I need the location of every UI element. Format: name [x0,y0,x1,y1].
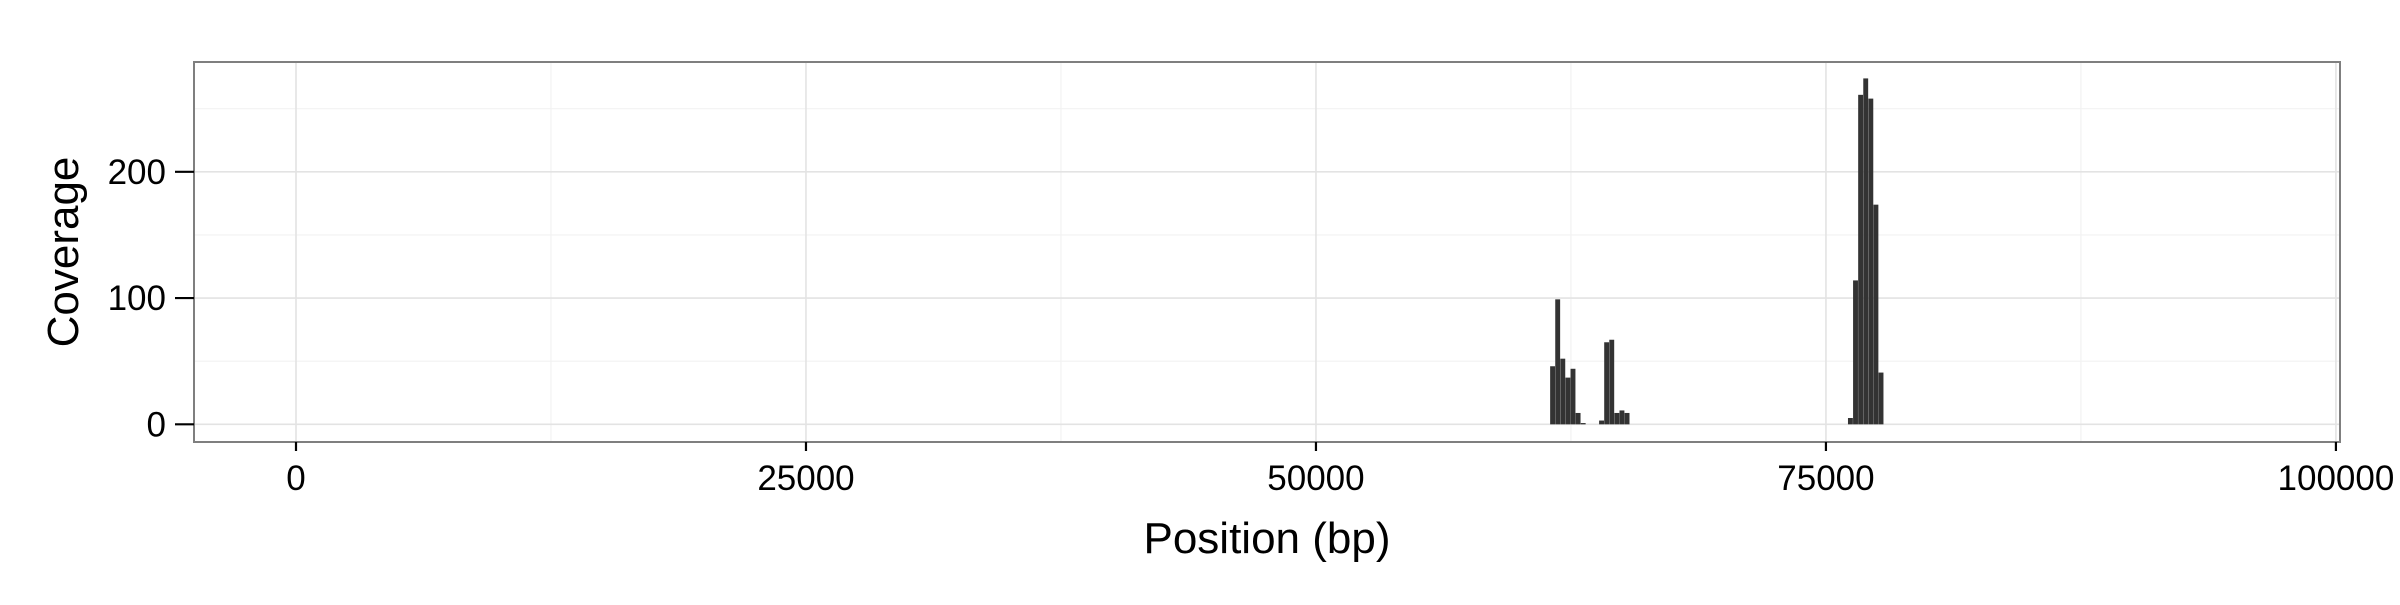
bar [1614,412,1620,425]
bar [1609,339,1615,425]
y-tick-label: 100 [108,279,166,318]
bar [1570,368,1576,425]
bar [1853,280,1858,425]
bar [1575,412,1581,425]
y-axis-title: Coverage [39,157,88,348]
bar [1847,418,1853,425]
bar [1580,423,1586,425]
y-tick-label: 0 [147,405,166,444]
bar [1550,366,1556,425]
bar [1868,98,1874,425]
plot-panel [194,62,2340,442]
bar [1599,420,1604,425]
bar [1619,410,1625,425]
grid-lines [194,62,2340,442]
bar [1863,78,1869,425]
x-tick-label: 50000 [1267,459,1364,498]
bar [1604,342,1610,425]
x-tick-label: 0 [286,459,305,498]
x-tick-label: 25000 [757,459,854,498]
y-tick-label: 200 [108,153,166,192]
x-axis-title: Position (bp) [1143,514,1390,563]
bar [1560,358,1566,425]
axes: 0 25000 50000 75000 100000 0 100 200 [108,153,2395,498]
x-tick-label: 100000 [2278,459,2395,498]
bar [1858,94,1864,425]
x-tick-label: 75000 [1777,459,1874,498]
bar [1565,377,1571,425]
bar [1624,412,1630,425]
bar [1555,299,1561,425]
plot-border [193,61,2341,443]
bar [1873,204,1879,425]
bar [1878,372,1884,425]
bars [1550,78,1884,425]
